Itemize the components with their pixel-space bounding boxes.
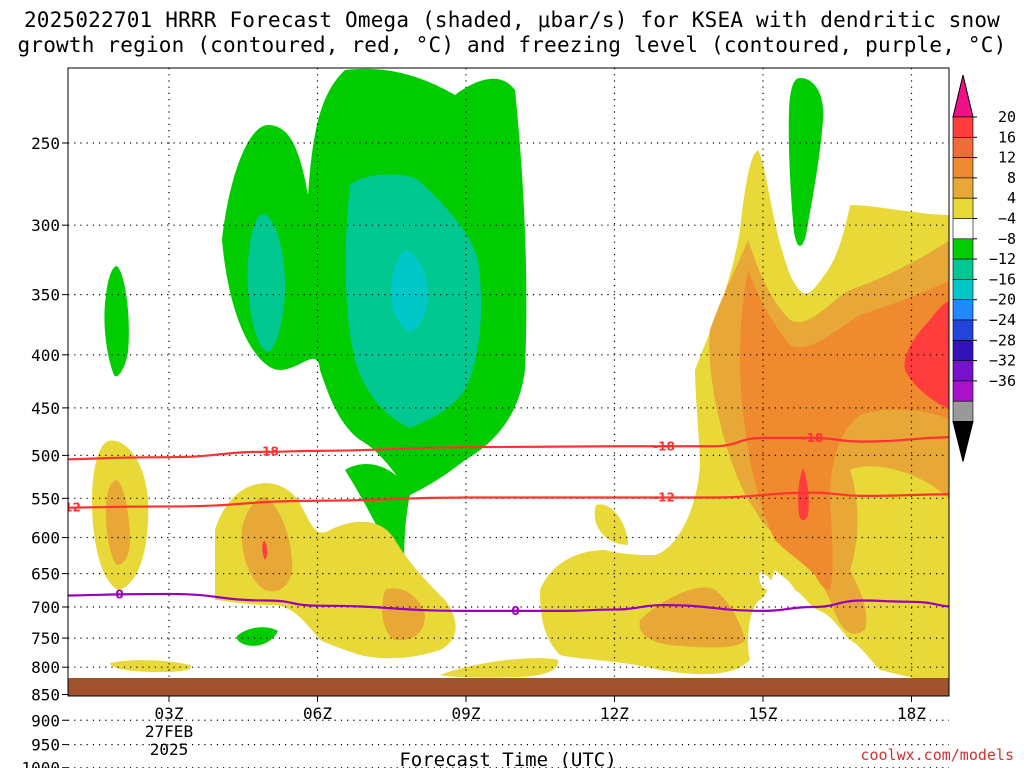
contour-label-0: 0 (511, 604, 519, 618)
contour-line-0 (68, 592, 949, 612)
colorbar-label-13: −36 (989, 372, 1016, 390)
temperature-contours: -18 -18 -18 -12 -12 0 0 (59, 431, 949, 618)
y-tick-label-450: 450 (31, 399, 60, 418)
omega-area-yellow-bottom-mid (440, 658, 559, 678)
omega-area-green-tip (380, 440, 455, 495)
title-line-2: growth region (contoured, red, °C) and f… (17, 33, 1007, 57)
y-tick-label-750: 750 (31, 629, 60, 648)
omega-area-yellow-small-a (594, 504, 628, 545)
contour-line--12 (68, 491, 949, 509)
colorbar-bin-12 (952, 360, 974, 382)
contour-label--18: -18 (802, 431, 824, 445)
colorbar-bin-5 (952, 218, 974, 240)
colorbar-bin-3 (952, 177, 974, 199)
title-line-1: 2025022701 HRRR Forecast Omega (shaded, … (23, 8, 1001, 32)
y-tick-label-650: 650 (31, 565, 60, 584)
omega-area-red-right (904, 300, 949, 410)
colorbar-bin-6 (952, 238, 974, 260)
y-tick-label-550: 550 (31, 489, 60, 508)
omega-area-lightorange-mid-a (241, 497, 293, 592)
y-tick-label-300: 300 (31, 216, 60, 235)
colorbar-label-4: 4 (1007, 189, 1016, 207)
y-tick-label-600: 600 (31, 529, 60, 548)
omega-area-green-top-right (788, 78, 824, 246)
x-tick-label-3: 03Z (155, 704, 184, 723)
colorbar-label-5: −4 (998, 210, 1016, 228)
x-tick-label-9: 09Z (452, 704, 481, 723)
y-tick-label-950: 950 (31, 736, 60, 755)
colorbar-label-12: −32 (989, 352, 1016, 370)
x-tick-label-15: 15Z (749, 704, 778, 723)
y-tick-label-850: 850 (31, 685, 60, 704)
contour-label--18: -18 (653, 439, 675, 453)
ground-bar (68, 678, 949, 696)
colorbar-bin-13 (952, 380, 974, 402)
contour-label--12: -12 (59, 501, 81, 515)
omega-area-red-mid (798, 468, 809, 521)
colorbar: 20 16 12 8 4 −4 −8 −12 −16 −20 −24 −28 −32 −36 (952, 74, 1016, 462)
chart-title: 2025022701 HRRR Forecast Omega (shaded, … (0, 8, 1024, 58)
colorbar-label-11: −28 (989, 331, 1016, 349)
colorbar-bin-14 (952, 400, 974, 422)
omega-area-cyan (390, 250, 428, 332)
x-tick-label-6: 06Z (303, 704, 332, 723)
colorbar-bin-11 (952, 339, 974, 361)
omega-area-orange-right (740, 270, 949, 590)
colorbar-label-9: −20 (989, 291, 1016, 309)
colorbar-bin-9 (952, 299, 974, 321)
colorbar-label-10: −24 (989, 311, 1016, 329)
colorbar-label-6: −8 (998, 230, 1016, 248)
colorbar-top-arrow (952, 74, 974, 118)
x-tick-sublabel-0: 27FEB (145, 722, 193, 741)
y-axis-ticks: 250 300 350 400 450 500 550 600 650 700 750 800 850 9… (21, 134, 68, 768)
y-tick-label-350: 350 (31, 286, 60, 305)
colorbar-bin-7 (952, 258, 974, 280)
colorbar-label-1: 16 (998, 128, 1016, 146)
colorbar-bin-1 (952, 137, 974, 158)
plot-frame (67, 67, 950, 697)
colorbar-bin-4 (952, 197, 974, 219)
y-tick-label-700: 700 (31, 598, 60, 617)
colorbar-label-2: 12 (998, 149, 1016, 167)
y-tick-label-250: 250 (31, 134, 60, 153)
x-axis-label: Forecast Time (UTC) (399, 749, 616, 768)
colorbar-bin-2 (952, 157, 974, 179)
x-tick-sublabel-1: 2025 (150, 740, 189, 759)
colorbar-bin-10 (952, 319, 974, 341)
contour-line--18 (68, 435, 949, 461)
colorbar-bottom-arrow (952, 421, 974, 462)
contour-label--18: -18 (257, 445, 279, 459)
credit-text: coolwx.com/models (860, 746, 1014, 764)
contour-label--12: -12 (653, 490, 675, 504)
omega-area-yellow-bottom-left (110, 660, 191, 672)
colorbar-label-0: 20 (998, 108, 1016, 126)
omega-area-red-tiny (262, 540, 268, 560)
omega-shading-layer (92, 68, 949, 685)
y-tick-label-500: 500 (31, 446, 60, 465)
colorbar-label-7: −12 (989, 250, 1016, 268)
contour-label-0: 0 (115, 588, 123, 602)
colorbar-bin-8 (952, 279, 974, 300)
omega-area-lightorange-mid-b (382, 588, 425, 641)
y-tick-label-400: 400 (31, 346, 60, 365)
omega-area-lightorange-bottom (639, 587, 745, 648)
y-tick-label-900: 900 (31, 711, 60, 730)
omega-area-teal-left (247, 214, 286, 352)
colorbar-label-8: −16 (989, 270, 1016, 288)
colorbar-bin-0 (952, 116, 974, 138)
y-tick-label-1000: 1000 (21, 759, 60, 768)
omega-area-green-low-left (236, 627, 278, 646)
omega-area-lightorange-left (105, 480, 130, 565)
x-tick-label-12: 12Z (600, 704, 629, 723)
omega-area-green-small-left (104, 266, 129, 377)
y-tick-label-800: 800 (31, 658, 60, 677)
colorbar-label-3: 8 (1007, 169, 1016, 187)
x-tick-label-18: 18Z (897, 704, 926, 723)
